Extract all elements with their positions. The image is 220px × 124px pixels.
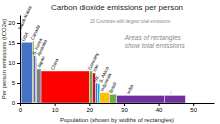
category-label: India [126, 84, 135, 95]
annotation: Areas of rectanglesshow total emissions [124, 34, 186, 49]
x-tick-label: 0 [19, 107, 23, 113]
y-tick-mark [17, 63, 20, 64]
y-tick-mark [17, 43, 20, 44]
y-tick: 5 [12, 80, 20, 86]
category-label: USA [21, 31, 29, 42]
x-axis-title: Population (shown by widths of rectangle… [60, 117, 174, 123]
x-axis-line [21, 103, 215, 104]
y-tick-label: 5 [12, 80, 16, 86]
annotation-line: show total emissions [125, 42, 186, 49]
category-labels: Saudi ArabiaUSACanadaS. KoreaAustraliaJa… [17, 5, 173, 95]
x-tick-mark [193, 103, 194, 106]
x-tick: 50 [190, 103, 197, 113]
bar [117, 95, 165, 103]
y-tick: 10 [8, 60, 20, 66]
x-tick-label: 10 [52, 107, 59, 113]
x-axis: 0 10 20 30 40 50 [19, 103, 215, 113]
y-tick-mark [17, 83, 20, 84]
category-label: Iran [92, 63, 100, 73]
bar [95, 83, 97, 103]
x-tick-mark [89, 103, 90, 106]
category-label: Australia [36, 39, 48, 57]
subtitle: 15 Countries with largest total emission… [90, 19, 171, 24]
bar [37, 69, 41, 103]
y-tick: 15 [8, 40, 20, 46]
bar [34, 56, 36, 103]
bar [41, 71, 90, 103]
y-tick-mark [17, 103, 20, 104]
category-label: Saudi Arabia [17, 5, 33, 31]
bars [20, 31, 185, 103]
bar [21, 42, 32, 103]
category-label: Japan [36, 55, 46, 69]
chart-container: 0 10 20 30 40 50 0 5 10 15 20 Carbon dioxide emissi… [0, 0, 220, 124]
bar [90, 71, 93, 103]
x-tick-mark [159, 103, 160, 106]
bar [109, 94, 116, 103]
y-tick: 0 [12, 100, 20, 106]
annotation-line: Areas of rectangles [124, 34, 182, 42]
y-tick-label: 15 [8, 40, 15, 46]
x-tick: 0 [19, 103, 23, 113]
x-tick-label: 40 [156, 107, 163, 113]
title: Carbon dioxide emissions per person [51, 3, 183, 12]
chart-svg: 0 10 20 30 40 50 0 5 10 15 20 Carbon dioxide emissi… [0, 0, 220, 124]
x-tick-label: 30 [121, 107, 128, 113]
bar [165, 95, 186, 103]
bar [100, 93, 109, 103]
x-tick-label: 50 [190, 107, 197, 113]
x-tick-label: 20 [86, 107, 93, 113]
x-tick-mark [124, 103, 125, 106]
y-axis-title: Per person emissions (tCO2e) [1, 19, 7, 100]
y-tick-label: 0 [12, 100, 16, 106]
bar [98, 84, 100, 103]
x-tick: 20 [86, 103, 93, 113]
x-tick: 30 [121, 103, 128, 113]
y-tick-label: 20 [8, 20, 15, 26]
y-tick-label: 10 [8, 60, 15, 66]
x-tick: 40 [156, 103, 163, 113]
category-label: ... [167, 89, 173, 95]
category-label: Brazil [108, 81, 117, 93]
x-tick-mark [55, 103, 56, 106]
x-tick: 10 [52, 103, 59, 113]
category-label: China [50, 57, 60, 70]
